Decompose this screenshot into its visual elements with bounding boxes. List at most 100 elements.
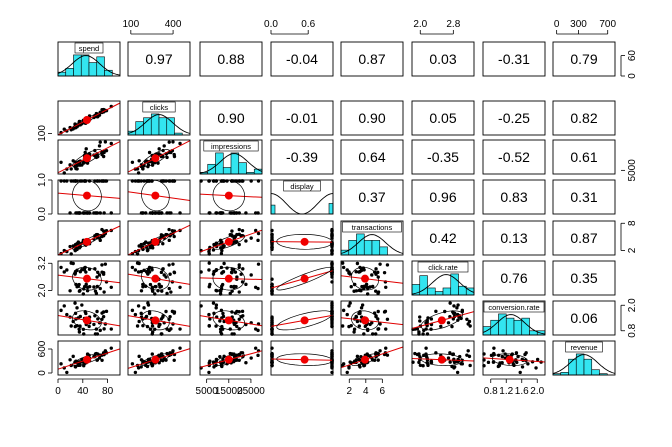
scatter-point (446, 321, 451, 325)
scatter-point (95, 309, 99, 314)
scatter-point (168, 314, 172, 319)
tick-label: 2 (627, 247, 638, 253)
scatter-point (69, 324, 73, 328)
scatter-point (146, 241, 151, 245)
correlation-ellipse (141, 353, 170, 366)
scatter-point (384, 285, 388, 289)
corr-value-4-7: 0.87 (570, 230, 597, 246)
scatter-point (157, 147, 161, 151)
scatter-point (458, 354, 462, 359)
scatter-point (101, 229, 106, 233)
scatter-point (220, 248, 224, 253)
scatter-point (84, 270, 88, 274)
scatter-point (535, 357, 540, 362)
corr-value-4-6: 0.13 (500, 230, 527, 246)
scatter-point (85, 352, 90, 356)
scatter-point (101, 270, 106, 275)
panel-frame-0-0 (57, 41, 121, 77)
tick-label: 1.6 (515, 386, 529, 397)
scatter-point (465, 317, 469, 322)
variable-label-clicks: clicks (150, 103, 169, 112)
scatter-point (501, 349, 505, 353)
scatter-point (62, 304, 66, 308)
scatter-point (378, 322, 382, 326)
scatter-point (78, 314, 83, 319)
tick-label: 0.0 (37, 207, 48, 221)
scatter-point (168, 272, 172, 276)
scatter-point (133, 268, 138, 272)
scatter-point (530, 360, 535, 364)
panel-frame-3-7 (552, 179, 616, 215)
hist-bar (215, 152, 224, 175)
tick-label: 15000 (215, 386, 243, 397)
scatter-point (357, 270, 361, 274)
variable-label-box (342, 221, 402, 233)
scatter-point (492, 351, 496, 356)
scatter-point (214, 306, 218, 310)
center-point (151, 355, 160, 364)
tick-label: 2.0 (530, 386, 544, 397)
panel-frame-0-4 (340, 41, 404, 77)
scatter-point (219, 330, 223, 334)
scatter-point (352, 330, 356, 334)
correlation-ellipse (276, 310, 333, 331)
scatter-point (59, 362, 63, 366)
center-point (82, 274, 91, 283)
density-curve (340, 234, 404, 254)
scatter-point (418, 315, 422, 319)
correlation-ellipse (276, 266, 333, 291)
correlation-ellipse (212, 310, 246, 331)
panel-frame-7-1 (127, 340, 191, 376)
scatter-point (486, 360, 491, 365)
center-point (300, 316, 309, 325)
scatter-point (378, 349, 382, 353)
center-point (151, 154, 160, 163)
hist-bar (80, 54, 90, 77)
scatter-point (383, 309, 388, 314)
corr-value-0-4: 0.87 (358, 51, 385, 67)
scatter-point (214, 324, 218, 328)
scatter-point (382, 270, 387, 275)
corr-value-6-7: 0.06 (570, 310, 597, 326)
panel-frame-5-3 (270, 260, 334, 296)
scatter-point (467, 319, 472, 324)
scatter-point (249, 236, 253, 240)
center-point (82, 191, 91, 200)
density-curve (57, 55, 121, 76)
scatter-point (136, 270, 141, 274)
tick-label: 60 (627, 50, 638, 62)
scatter-point (207, 261, 211, 265)
scatter-point (424, 346, 428, 350)
scatter-point (340, 363, 345, 368)
scatter-point (370, 273, 374, 277)
variable-label-box (483, 301, 545, 313)
scatter-point (141, 284, 145, 289)
correlation-ellipse (141, 234, 170, 250)
scatter-point (65, 370, 69, 375)
scatter-point (167, 263, 171, 267)
tick-label: 100 (37, 125, 48, 142)
scatter-point (374, 267, 378, 271)
correlation-ellipse (491, 353, 528, 366)
scatter-point (207, 324, 211, 328)
hist-bar (498, 313, 507, 336)
corr-value-0-2: 0.88 (217, 51, 244, 67)
tick-label: 3.2 (37, 256, 48, 270)
scatter-point (515, 360, 519, 365)
scatter-point (130, 362, 135, 366)
scatter-point (418, 363, 423, 367)
corr-value-0-7: 0.79 (570, 51, 597, 67)
center-point (224, 274, 233, 283)
hist-bar (135, 121, 144, 136)
center-point (361, 316, 370, 325)
scatter-point (103, 262, 108, 266)
scatter-point (418, 319, 422, 323)
scatter-point (235, 309, 239, 314)
scatter-point (417, 352, 421, 356)
center-point (151, 191, 160, 200)
variable-label-conversion.rate: conversion.rate (488, 303, 539, 312)
correlation-ellipse (72, 310, 102, 331)
scatter-point (456, 303, 460, 307)
scatter-point (385, 263, 390, 267)
scatter-point (349, 284, 353, 289)
